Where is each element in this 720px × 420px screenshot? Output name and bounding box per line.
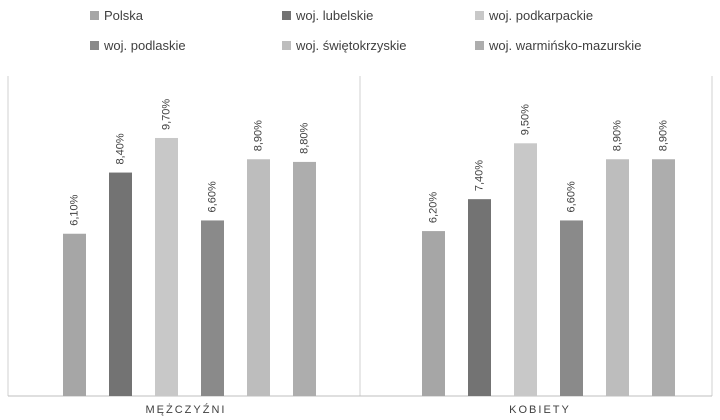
legend: Polska woj. lubelskie woj. podkarpackie woj… <box>90 8 641 53</box>
legend-swatch <box>475 41 484 50</box>
bar-woj-podlaskie-kobiety <box>560 220 583 396</box>
category-label-kobiety: KOBIETY <box>509 404 571 416</box>
legend-label: woj. warmińsko-mazurskie <box>488 38 641 53</box>
legend-label: Polska <box>104 8 144 23</box>
legend-item-woj-podlaskie: woj. podlaskie <box>90 38 186 53</box>
data-label: 6,10% <box>68 194 80 225</box>
data-label: 8,90% <box>611 120 623 151</box>
bar-woj-warminsko-mazurskie-kobiety <box>652 159 675 396</box>
category-label-mezczyzni: MĘŻCZYŹNI <box>146 403 227 416</box>
data-label: 8,40% <box>114 133 126 164</box>
legend-swatch <box>282 41 291 50</box>
bar-polska-kobiety <box>422 231 445 396</box>
data-label: 6,20% <box>427 192 439 223</box>
data-label: 9,50% <box>519 104 531 135</box>
data-label: 7,40% <box>473 160 485 191</box>
bar-woj-lubelskie-mezczyzni <box>109 172 132 396</box>
bar-woj-podlaskie-mezczyzni <box>201 220 224 396</box>
bar-woj-podkarpackie-kobiety <box>514 143 537 396</box>
legend-label: woj. podkarpackie <box>488 8 593 23</box>
legend-item-woj-warminsko-mazurskie: woj. warmińsko-mazurskie <box>475 38 641 53</box>
data-label: 6,60% <box>565 181 577 212</box>
bar-woj-swietokrzyskie-mezczyzni <box>247 159 270 396</box>
legend-label: woj. świętokrzyskie <box>295 38 407 53</box>
legend-swatch <box>282 11 291 20</box>
legend-item-woj-swietokrzyskie: woj. świętokrzyskie <box>282 38 407 53</box>
legend-swatch <box>90 41 99 50</box>
bar-woj-warminsko-mazurskie-mezczyzni <box>293 161 316 396</box>
data-label: 8,90% <box>252 120 264 151</box>
legend-swatch <box>475 11 484 20</box>
bar-woj-lubelskie-kobiety <box>468 199 491 396</box>
legend-item-polska: Polska <box>90 8 144 23</box>
legend-item-woj-lubelskie: woj. lubelskie <box>282 8 373 23</box>
legend-item-woj-podkarpackie: woj. podkarpackie <box>475 8 593 23</box>
data-label: 9,70% <box>160 99 172 130</box>
bar-woj-podkarpackie-mezczyzni <box>155 137 178 397</box>
data-label: 8,90% <box>657 120 669 151</box>
legend-label: woj. podlaskie <box>103 38 186 53</box>
legend-label: woj. lubelskie <box>295 8 373 23</box>
legend-swatch <box>90 11 99 20</box>
bar-woj-swietokrzyskie-kobiety <box>606 159 629 396</box>
data-label: 6,60% <box>206 181 218 212</box>
bar-polska-mezczyzni <box>63 233 86 396</box>
plot-area: 6,10% 8,40% 9,70% 6,60% 8,90% 8,80% MĘŻCZYŹNI 6… <box>7 76 713 416</box>
data-label: 8,80% <box>298 123 310 154</box>
